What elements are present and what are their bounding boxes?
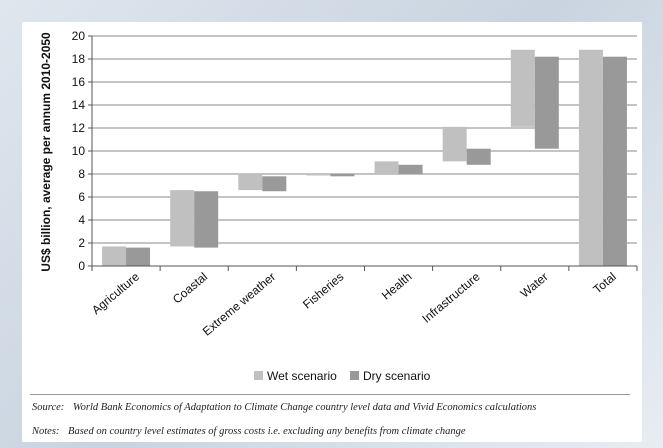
y-tick-label: 14 <box>72 98 86 112</box>
bar-wet-fisheries <box>306 174 331 176</box>
y-tick-label: 12 <box>72 121 86 135</box>
x-tick-label: Total <box>590 270 618 297</box>
x-tick-label: Coastal <box>170 270 210 307</box>
y-axis-label: US$ billion, average per annum 2010-2050 <box>39 32 53 272</box>
footnote-divider <box>30 394 630 395</box>
y-tick-label: 20 <box>72 29 86 43</box>
bar-dry-total <box>602 56 627 267</box>
bar-wet-health <box>374 161 399 174</box>
notes-note: Notes: Based on country level estimates … <box>32 426 466 437</box>
bar-dry-health <box>398 164 423 175</box>
legend-swatch <box>254 371 263 380</box>
legend-label: Dry scenario <box>363 369 431 383</box>
bar-dry-extreme-weather <box>262 176 287 192</box>
bar-dry-agriculture <box>126 247 151 266</box>
y-tick-label: 18 <box>72 52 86 66</box>
bar-dry-infrastructure <box>466 148 491 165</box>
source-label: Source: <box>32 402 65 413</box>
notes-text: Based on country level estimates of gros… <box>68 426 466 437</box>
y-tick-label: 10 <box>72 144 86 158</box>
bar-wet-infrastructure <box>442 126 467 162</box>
bar-dry-water <box>534 56 559 149</box>
bar-wet-water <box>510 49 535 127</box>
x-tick-label: Agriculture <box>89 269 142 317</box>
chart-card: Agriculture Coastal Extreme weather Fisheri… <box>22 22 642 442</box>
y-tick-label: 6 <box>78 190 85 204</box>
y-tick-label: 8 <box>78 167 85 181</box>
x-tick-label: Infrastructure <box>419 269 482 325</box>
notes-label: Notes: <box>32 426 60 437</box>
bar-dry-fisheries <box>330 174 355 177</box>
x-tick-label: Health <box>379 270 415 303</box>
bar-wet-total <box>578 49 603 266</box>
bar-wet-extreme-weather <box>238 174 263 191</box>
bar-wet-coastal <box>170 190 195 247</box>
bar-dry-coastal <box>194 191 219 248</box>
source-text: World Bank Economics of Adaptation to Cl… <box>72 402 537 413</box>
legend-label: Wet scenario <box>267 369 337 383</box>
source-note: Source: World Bank Economics of Adaptati… <box>32 402 536 413</box>
y-tick-label: 0 <box>78 259 85 273</box>
bar-wet-agriculture <box>102 246 127 266</box>
y-tick-label: 4 <box>78 213 85 227</box>
legend-swatch <box>350 371 359 380</box>
x-tick-label: Water <box>518 270 551 301</box>
y-tick-label: 2 <box>78 236 85 250</box>
x-tick-label: Extreme weather <box>200 270 278 339</box>
x-tick-label: Fisheries <box>300 270 346 312</box>
legend: Wet scenario Dry scenario <box>254 369 431 383</box>
y-tick-label: 16 <box>72 75 86 89</box>
